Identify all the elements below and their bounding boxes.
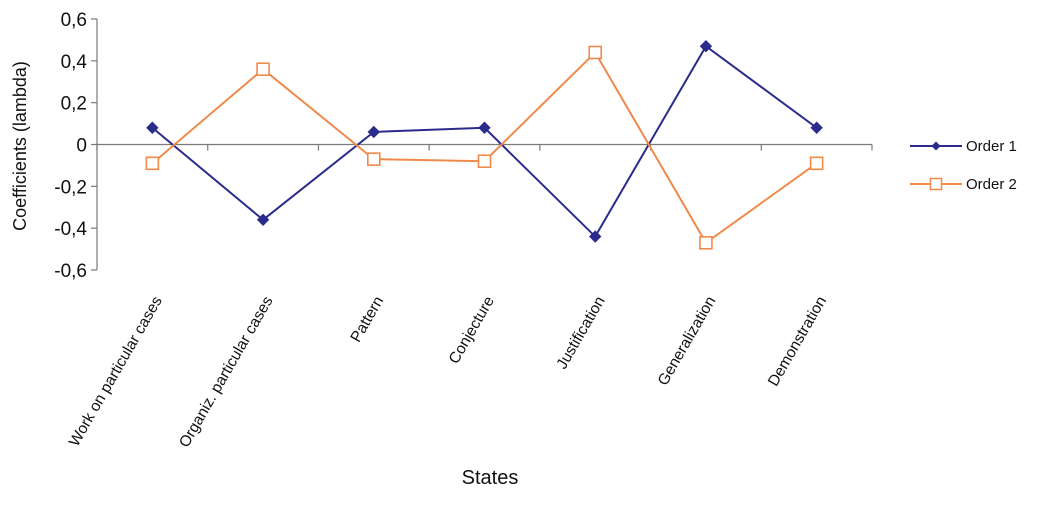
x-tick-label: Conjecture xyxy=(446,294,498,367)
y-tick-label: 0,4 xyxy=(61,52,88,73)
data-point-order-2 xyxy=(588,45,603,60)
data-point-order-2 xyxy=(809,156,824,171)
data-point-order-1 xyxy=(478,121,491,134)
data-point-order-1 xyxy=(589,230,602,243)
data-point-order-2 xyxy=(699,236,713,250)
legend-label: Order 2 xyxy=(966,176,1017,193)
y-tick-label: -0,4 xyxy=(54,219,87,240)
y-tick-label: 0,6 xyxy=(61,10,87,31)
y-tick-label: 0,2 xyxy=(61,94,87,115)
data-point-order-1 xyxy=(367,125,380,139)
series-lines xyxy=(145,39,824,250)
y-axis: 0,6 0,4 0,2 0 -0,2 -0,4 -0,6 xyxy=(54,10,98,282)
data-point-order-2 xyxy=(366,152,381,166)
data-point-order-1 xyxy=(256,213,270,227)
x-tick-label: Demonstration xyxy=(765,294,830,390)
data-point-order-1 xyxy=(699,39,713,53)
data-point-order-1 xyxy=(146,121,159,134)
x-tick-label: Organiz. particular cases xyxy=(176,293,277,450)
y-axis-label: Coefficients (lambda) xyxy=(10,61,30,231)
legend-marker-diamond xyxy=(931,141,941,151)
y-tick-label: 0 xyxy=(76,136,87,157)
x-axis-label: States xyxy=(462,467,519,489)
x-tick-label: Pattern xyxy=(348,294,388,346)
legend-label: Order 1 xyxy=(966,138,1017,155)
y-tick-label: -0,6 xyxy=(54,261,87,282)
series-line-1 xyxy=(151,44,818,239)
data-point-order-2 xyxy=(477,154,492,169)
data-point-order-2 xyxy=(256,62,270,77)
series-line-2 xyxy=(151,50,818,245)
data-point-order-1 xyxy=(810,121,823,134)
x-tick-label: Justification xyxy=(553,294,608,373)
x-tick-label: Generalization xyxy=(655,294,720,389)
x-axis: Work on particular cases Organiz. particu… xyxy=(66,143,873,450)
legend: Order 1 Order 2 xyxy=(910,138,1017,193)
legend-marker-square xyxy=(929,177,943,191)
y-tick-label: -0,2 xyxy=(54,177,87,198)
x-tick-label: Work on particular cases xyxy=(66,293,166,449)
data-point-order-2 xyxy=(145,156,160,171)
